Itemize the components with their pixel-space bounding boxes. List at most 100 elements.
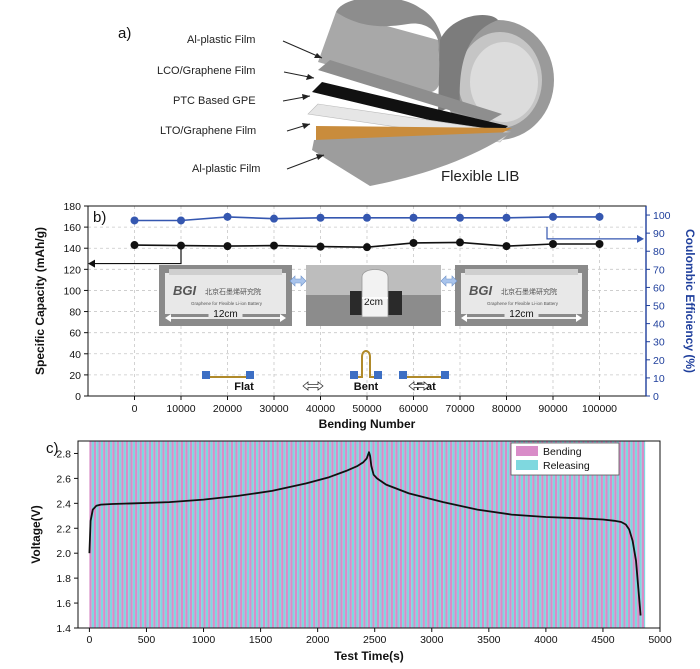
band-releasing [246,441,250,628]
band-bending [340,441,343,628]
band-releasing [374,441,377,628]
band-releasing [534,441,537,628]
efficiency-point [456,213,464,222]
band-releasing [625,441,629,628]
band-releasing [434,441,437,628]
band-bending [431,441,435,628]
legend-label: Releasing [543,460,590,472]
band-releasing [488,441,492,628]
photo-transition-arrow [440,275,458,287]
y2-tick-label: 40 [653,319,665,331]
x-tick-label: 2500 [363,634,387,646]
capacity-point [316,242,325,251]
y2-tick-label: 90 [653,228,665,240]
band-bending [523,441,526,628]
band-releasing [347,441,350,628]
band-releasing [338,441,341,628]
band-bending [267,441,270,628]
band-releasing [525,441,528,628]
layer-al-top [318,60,502,122]
band-releasing [210,441,213,628]
band-bending [518,441,521,628]
band-bending [495,441,498,628]
band-bending [285,441,288,628]
band-bending [395,441,398,628]
band-releasing [415,441,419,628]
band-bending [564,441,567,628]
band-releasing [297,441,300,628]
band-releasing [301,441,304,628]
clamp-block [374,371,382,379]
band-releasing [402,441,405,628]
band-releasing [205,441,209,628]
y-tick-label: 0 [75,391,81,403]
band-bending [244,441,247,628]
y-tick-label: 120 [63,264,81,276]
band-releasing [616,441,619,628]
band-releasing [561,441,565,628]
band-releasing [164,441,168,628]
band-releasing [516,441,519,628]
right-axis-indicator [546,226,638,240]
band-releasing [292,441,295,628]
band-bending [532,441,535,628]
band-releasing [607,441,610,628]
band-bending [573,441,576,628]
band-releasing [182,441,186,628]
band-bending [399,441,403,628]
band-bending [550,441,553,628]
band-releasing [278,441,282,628]
y-tick-label: 140 [63,243,81,255]
band-bending [299,441,302,628]
band-bending [194,441,197,628]
x-tick-label: 4000 [534,634,558,646]
band-releasing [552,441,556,628]
band-bending [258,441,261,628]
band-releasing [201,441,204,628]
band-releasing [160,441,163,628]
state-label: Bent [354,381,379,393]
band-releasing [91,441,94,628]
band-releasing [233,441,236,628]
photo-left: BGI 北京石墨烯研究院 Graphene for Flexible Li-ion … [159,265,292,326]
band-bending [427,441,430,628]
band-releasing [644,441,646,628]
band-bending [253,441,257,628]
band-releasing [520,441,524,628]
band-bending [322,441,325,628]
plot-frame-c [77,440,661,629]
band-releasing [370,441,373,628]
band-bending [628,441,631,628]
band-releasing [274,441,277,628]
band-releasing [598,441,601,628]
band-releasing [219,441,222,628]
band-bending [112,441,115,628]
band-releasing [497,441,501,628]
y2-tick-label: 0 [653,391,659,403]
band-bending [272,441,275,628]
band-bending [376,441,380,628]
band-bending [591,441,594,628]
band-releasing [452,441,455,628]
band-bending [331,441,334,628]
voltage-curve [88,451,642,616]
x-tick-label: 80000 [492,403,521,415]
band-bending [477,441,480,628]
band-bending [98,441,101,628]
band-bending [637,441,640,628]
y2-tick-label: 70 [653,264,665,276]
band-bending [103,441,106,628]
band-releasing [429,441,432,628]
band-releasing [123,441,126,628]
band-releasing [529,441,533,628]
x-tick-label: 1000 [192,634,216,646]
photo-logo: BGI [173,283,197,298]
band-bending [230,441,234,628]
band-bending [623,441,626,628]
band-releasing [388,441,391,628]
band-bending [294,441,298,628]
band-releasing [397,441,400,628]
band-bending [180,441,183,628]
band-releasing [466,441,469,628]
band-releasing [634,441,638,628]
